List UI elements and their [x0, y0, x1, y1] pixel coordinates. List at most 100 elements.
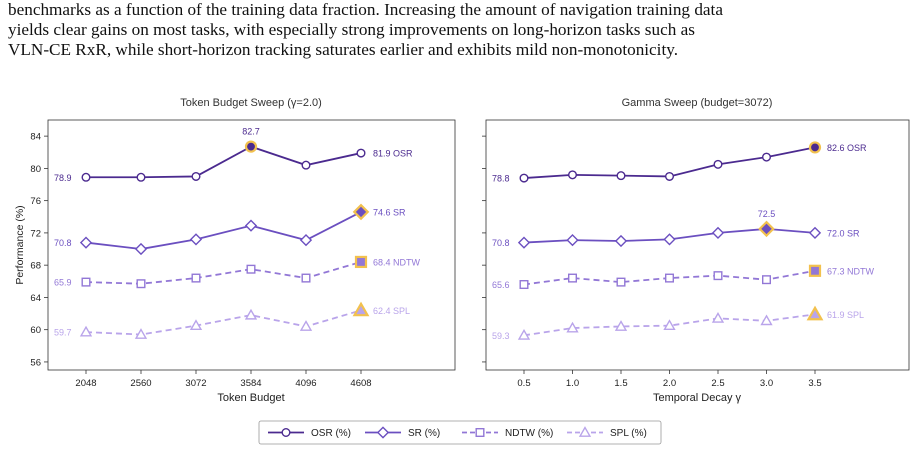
data-point-sr — [189, 233, 203, 246]
end-value-label: 62.4 SPL — [373, 306, 410, 316]
peak-value-label: 82.7 — [242, 127, 260, 137]
y-tick-label: 84 — [30, 132, 41, 143]
series-group — [79, 140, 370, 339]
x-ticks: 2048 2560 3072 3584 4096 4608 — [75, 370, 372, 389]
start-value-label: 65.6 — [492, 280, 510, 290]
caption-line: yields clear gains on most tasks, with e… — [8, 20, 695, 39]
peak-value-label: 72.5 — [758, 209, 776, 219]
data-point-spl — [189, 319, 203, 331]
data-point-osr — [519, 173, 529, 183]
data-point-spl — [352, 301, 370, 317]
data-point-sr — [711, 226, 725, 240]
annotation-group: 78.8 82.6 OSR 70.8 72.0 SR 65.6 67.3 NDTW 59.3… — [492, 143, 875, 341]
start-value-label: 59.7 — [54, 328, 72, 338]
data-point-sr — [517, 236, 531, 249]
end-value-label: 74.6 SR — [373, 207, 406, 217]
legend-label: OSR (%) — [311, 428, 351, 439]
data-point-ndtw — [616, 277, 626, 287]
data-point-osr — [665, 171, 675, 181]
plot-frame — [485, 119, 910, 371]
start-value-label: 65.9 — [54, 278, 72, 288]
y-tick-label: 76 — [30, 196, 41, 207]
series-line-ndtw — [85, 261, 362, 285]
series-line-sr — [85, 211, 362, 250]
legend-label: NDTW (%) — [505, 428, 553, 439]
data-point-spl — [517, 328, 531, 340]
x-tick-label: 1.0 — [566, 378, 579, 389]
data-point-osr — [568, 170, 578, 180]
data-point-spl — [760, 314, 773, 326]
series-line-spl — [85, 309, 362, 336]
y-tick-label: 80 — [30, 164, 41, 175]
data-point-ndtw — [808, 264, 822, 277]
chart-title: Gamma Sweep (budget=3072) — [622, 97, 773, 109]
data-point-ndtw — [354, 255, 368, 269]
x-tick-label: 0.5 — [517, 378, 530, 389]
data-point-osr — [762, 152, 772, 162]
series-group — [517, 141, 824, 340]
y-ticks: 56 60 64 68 72 76 80 84 — [30, 132, 48, 368]
x-tick-label: 2048 — [75, 378, 96, 389]
legend-label: SR (%) — [408, 428, 440, 439]
x-tick-label: 4096 — [295, 378, 316, 389]
x-tick-label: 3.5 — [808, 378, 821, 389]
data-point-ndtw — [246, 264, 256, 274]
data-point-spl — [663, 319, 676, 331]
x-tick-label: 2560 — [130, 378, 151, 389]
data-point-sr — [352, 203, 370, 221]
data-point-sr — [808, 226, 822, 240]
data-point-spl — [299, 320, 313, 331]
data-point-osr — [191, 171, 201, 181]
plot-frame — [47, 119, 456, 371]
data-point-ndtw — [81, 277, 91, 287]
data-point-spl — [79, 325, 93, 337]
annotation-group: 78.9 81.9 OSR 70.8 74.6 SR 65.9 68.4 NDTW 59.7… — [54, 127, 421, 338]
data-point-ndtw — [301, 273, 311, 283]
legend-label: SPL (%) — [610, 428, 647, 439]
x-axis-label: Token Budget — [217, 392, 284, 404]
chart-panel-gamma: Gamma Sweep (budget=3072) Temporal Decay… — [482, 97, 910, 404]
data-point-osr — [808, 141, 822, 154]
x-tick-label: 3072 — [185, 378, 206, 389]
data-point-osr — [301, 160, 311, 170]
start-value-label: 70.8 — [492, 238, 510, 248]
y-axis-label: Performance (%) — [14, 205, 26, 284]
legend-marker — [281, 428, 291, 438]
data-point-ndtw — [136, 279, 146, 289]
caption-line: VLN-CE RxR, while short-horizon tracking… — [8, 40, 679, 59]
x-ticks: 0.5 1.0 1.5 2.0 2.5 3.0 3.5 — [517, 370, 822, 389]
data-point-sr — [299, 234, 313, 247]
data-point-spl — [614, 320, 628, 331]
end-value-label: 81.9 OSR — [373, 149, 413, 159]
start-value-label: 78.8 — [492, 174, 510, 184]
y-ticks — [482, 135, 486, 363]
y-tick-label: 64 — [30, 293, 41, 304]
data-point-osr — [136, 172, 146, 182]
data-point-sr — [566, 234, 579, 247]
data-point-sr — [134, 242, 148, 256]
caption-paragraph: benchmarks as a function of the training… — [8, 0, 913, 60]
end-value-label: 82.6 OSR — [827, 143, 867, 153]
caption-line: benchmarks as a function of the training… — [8, 0, 723, 19]
data-point-spl — [806, 305, 824, 321]
x-tick-label: 3.0 — [760, 378, 773, 389]
data-point-sr — [614, 234, 628, 248]
data-point-spl — [566, 321, 579, 333]
data-point-ndtw — [568, 273, 578, 283]
data-point-spl — [244, 308, 258, 320]
x-axis-label: Temporal Decay γ — [653, 392, 742, 404]
start-value-label: 70.8 — [54, 238, 72, 248]
data-point-sr — [79, 236, 93, 249]
x-tick-label: 4608 — [350, 378, 371, 389]
x-tick-label: 2.5 — [711, 378, 724, 389]
y-tick-label: 60 — [30, 325, 41, 336]
data-point-sr — [663, 233, 676, 246]
y-tick-label: 56 — [30, 357, 41, 368]
data-point-osr — [713, 159, 723, 169]
end-value-label: 61.9 SPL — [827, 310, 864, 320]
end-value-label: 72.0 SR — [827, 228, 860, 238]
data-point-sr — [758, 220, 775, 238]
data-point-spl — [711, 312, 725, 323]
legend-frame — [258, 420, 662, 445]
